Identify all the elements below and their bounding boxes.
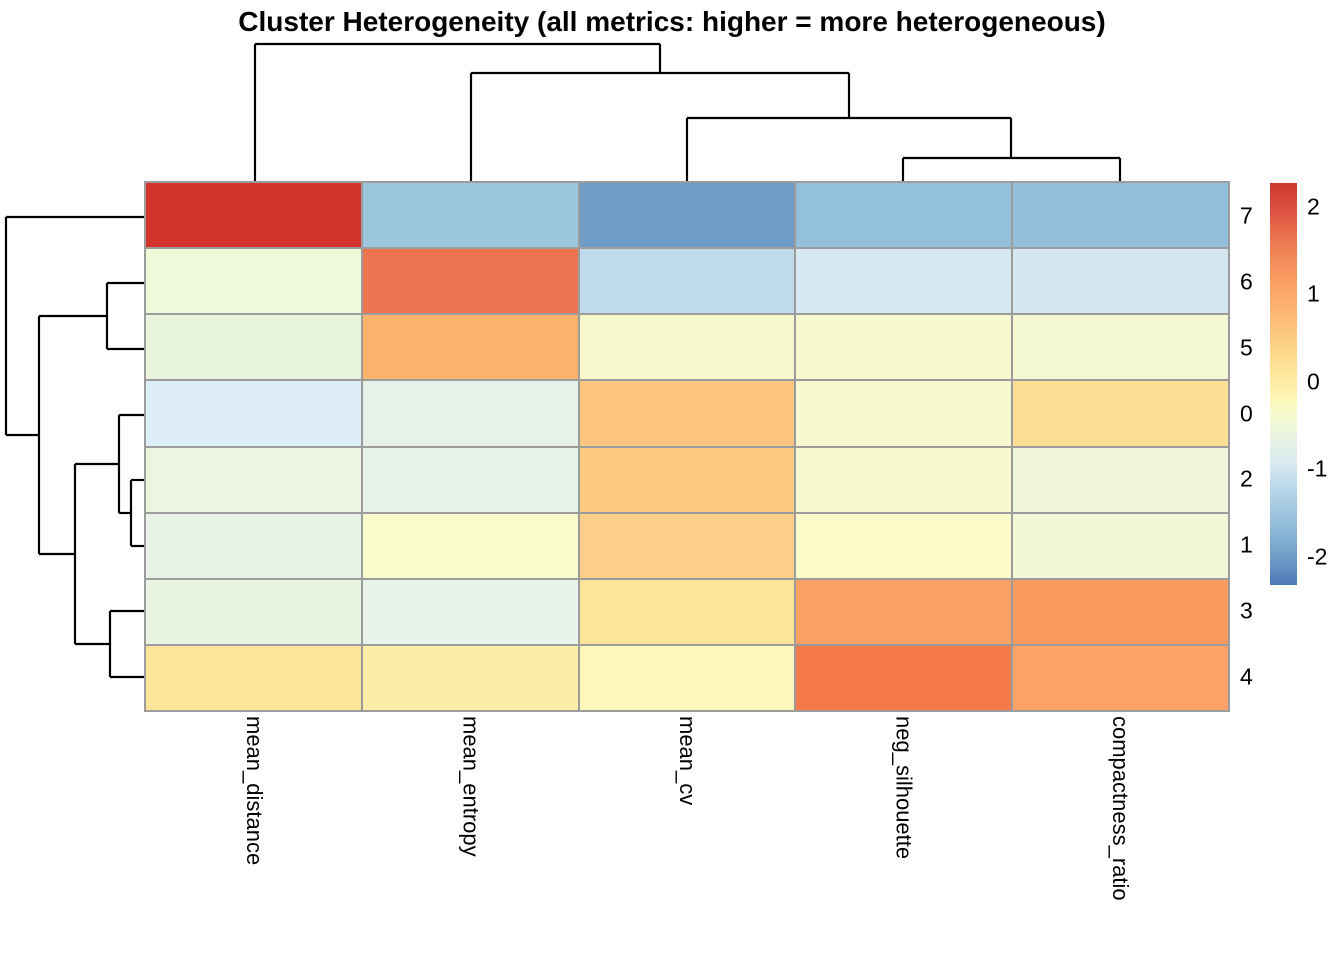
heatmap-cell-row4-mean_entropy — [362, 645, 578, 710]
heatmap-cell-row2-neg_silhouette — [796, 447, 1012, 512]
legend-tick-2: 2 — [1307, 193, 1320, 220]
heatmap-cell-row6-mean_entropy — [362, 249, 578, 314]
row-label-3: 3 — [1240, 597, 1253, 624]
heatmap-cell-row0-neg_silhouette — [796, 381, 1012, 446]
heatmap-cell-row0-mean_cv — [579, 381, 795, 446]
heatmap-cell-row3-mean_cv — [579, 579, 795, 644]
heatmap-cell-row5-neg_silhouette — [796, 315, 1012, 380]
heatmap-cell-row4-compactness_ratio — [1013, 645, 1228, 710]
heatmap-cell-row5-mean_entropy — [362, 315, 578, 380]
heatmap-cell-row6-mean_distance — [146, 249, 361, 314]
heatmap-cell-row0-mean_distance — [146, 381, 361, 446]
heatmap-cell-row7-mean_cv — [579, 183, 795, 248]
column-label-mean_entropy: mean_entropy — [458, 716, 484, 857]
heatmap-cell-row0-mean_entropy — [362, 381, 578, 446]
heatmap-cell-row1-mean_distance — [146, 513, 361, 578]
heatmap-cell-row1-neg_silhouette — [796, 513, 1012, 578]
row-label-2: 2 — [1240, 465, 1253, 492]
heatmap-cell-row6-neg_silhouette — [796, 249, 1012, 314]
heatmap-cell-row6-mean_cv — [579, 249, 795, 314]
heatmap-cell-row1-compactness_ratio — [1013, 513, 1228, 578]
heatmap-cell-row2-mean_distance — [146, 447, 361, 512]
heatmap-cell-row7-compactness_ratio — [1013, 183, 1228, 248]
row-label-5: 5 — [1240, 334, 1253, 361]
heatmap-cell-row7-mean_entropy — [362, 183, 578, 248]
heatmap-cell-row5-mean_distance — [146, 315, 361, 380]
heatmap-cell-row3-mean_distance — [146, 579, 361, 644]
row-label-0: 0 — [1240, 400, 1253, 427]
heatmap-cell-row3-neg_silhouette — [796, 579, 1012, 644]
column-label-compactness_ratio: compactness_ratio — [1107, 716, 1133, 901]
heatmap-cell-row5-compactness_ratio — [1013, 315, 1228, 380]
heatmap-cell-row1-mean_cv — [579, 513, 795, 578]
heatmap-cell-row4-mean_cv — [579, 645, 795, 710]
heatmap-cell-row3-compactness_ratio — [1013, 579, 1228, 644]
row-label-6: 6 — [1240, 268, 1253, 295]
row-label-4: 4 — [1240, 663, 1253, 690]
heatmap-cell-row3-mean_entropy — [362, 579, 578, 644]
row-label-7: 7 — [1240, 202, 1253, 229]
heatmap-cell-row7-mean_distance — [146, 183, 361, 248]
heatmap-cell-row1-mean_entropy — [362, 513, 578, 578]
heatmap-cell-row4-mean_distance — [146, 645, 361, 710]
row-label-1: 1 — [1240, 531, 1253, 558]
heatmap-grid — [144, 181, 1230, 712]
heatmap-cell-row0-compactness_ratio — [1013, 381, 1228, 446]
heatmap-cell-row2-mean_cv — [579, 447, 795, 512]
legend-colorbar — [1270, 183, 1297, 585]
heatmap-cell-row7-neg_silhouette — [796, 183, 1012, 248]
column-label-neg_silhouette: neg_silhouette — [891, 716, 917, 860]
heatmap-cell-row6-compactness_ratio — [1013, 249, 1228, 314]
column-label-mean_distance: mean_distance — [242, 716, 268, 866]
heatmap-cell-row5-mean_cv — [579, 315, 795, 380]
column-label-mean_cv: mean_cv — [675, 716, 700, 806]
heatmap-cell-row2-mean_entropy — [362, 447, 578, 512]
heatmap-cell-row2-compactness_ratio — [1013, 447, 1228, 512]
chart-title: Cluster Heterogeneity (all metrics: high… — [238, 6, 1106, 37]
legend-tick-1: 1 — [1307, 280, 1320, 307]
legend-tick--1: -1 — [1307, 455, 1328, 482]
heatmap-cell-row4-neg_silhouette — [796, 645, 1012, 710]
legend-tick-0: 0 — [1307, 368, 1320, 395]
legend-tick--2: -2 — [1307, 543, 1328, 570]
